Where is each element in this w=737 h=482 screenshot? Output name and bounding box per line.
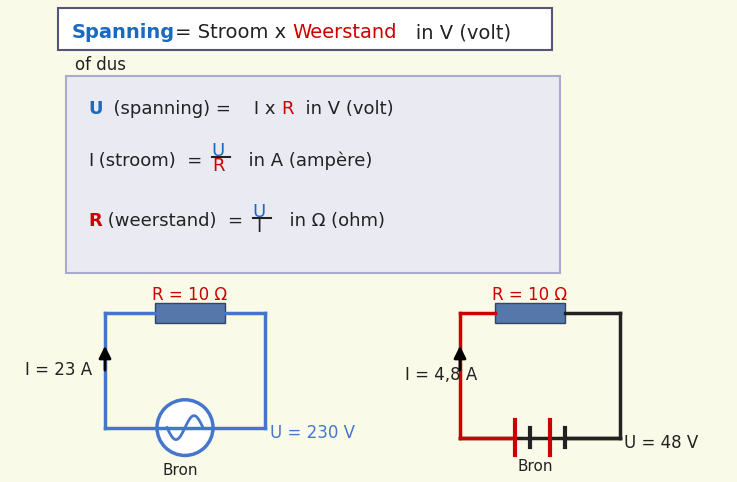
- Bar: [495, 303, 565, 323]
- FancyBboxPatch shape: [58, 8, 552, 50]
- Text: I: I: [256, 218, 262, 236]
- Text: (spanning) =    I x: (spanning) = I x: [102, 100, 282, 119]
- Text: R: R: [282, 100, 294, 119]
- Text: U: U: [212, 142, 225, 160]
- Text: (weerstand)  =: (weerstand) =: [102, 212, 242, 230]
- Text: I: I: [88, 152, 94, 170]
- Text: I = 23 A: I = 23 A: [25, 362, 92, 379]
- Text: = Stroom x: = Stroom x: [175, 23, 293, 42]
- FancyBboxPatch shape: [66, 76, 560, 273]
- Text: U = 230 V: U = 230 V: [270, 424, 355, 442]
- Text: in V (volt): in V (volt): [397, 23, 511, 42]
- Text: U: U: [252, 203, 265, 221]
- Text: Spanning: Spanning: [72, 23, 175, 42]
- Circle shape: [157, 400, 213, 455]
- Bar: [155, 303, 225, 323]
- Text: of dus: of dus: [75, 55, 126, 74]
- Text: R: R: [88, 212, 102, 230]
- Text: U: U: [88, 100, 102, 119]
- Text: in V (volt): in V (volt): [294, 100, 394, 119]
- Text: (stroom)  =: (stroom) =: [94, 152, 203, 170]
- Text: in A (ampère): in A (ampère): [237, 152, 373, 170]
- Text: Bron: Bron: [517, 459, 553, 474]
- Text: R = 10 Ω: R = 10 Ω: [153, 286, 228, 304]
- Text: in Ω (ohm): in Ω (ohm): [278, 212, 385, 230]
- Text: U = 48 V: U = 48 V: [624, 433, 698, 452]
- Text: R: R: [212, 157, 225, 175]
- Text: I = 4,8 A: I = 4,8 A: [405, 366, 478, 385]
- Text: Weerstand: Weerstand: [293, 23, 397, 42]
- Text: R = 10 Ω: R = 10 Ω: [492, 286, 567, 304]
- Text: Bron: Bron: [162, 463, 198, 479]
